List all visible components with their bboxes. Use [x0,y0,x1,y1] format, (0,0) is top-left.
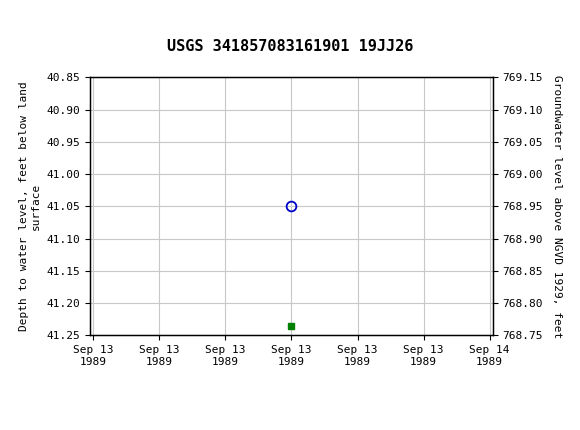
Y-axis label: Depth to water level, feet below land
surface: Depth to water level, feet below land su… [19,82,41,331]
Text: ▒USGS: ▒USGS [10,7,65,28]
Y-axis label: Groundwater level above NGVD 1929, feet: Groundwater level above NGVD 1929, feet [552,75,561,338]
Text: USGS 341857083161901 19JJ26: USGS 341857083161901 19JJ26 [167,39,413,54]
